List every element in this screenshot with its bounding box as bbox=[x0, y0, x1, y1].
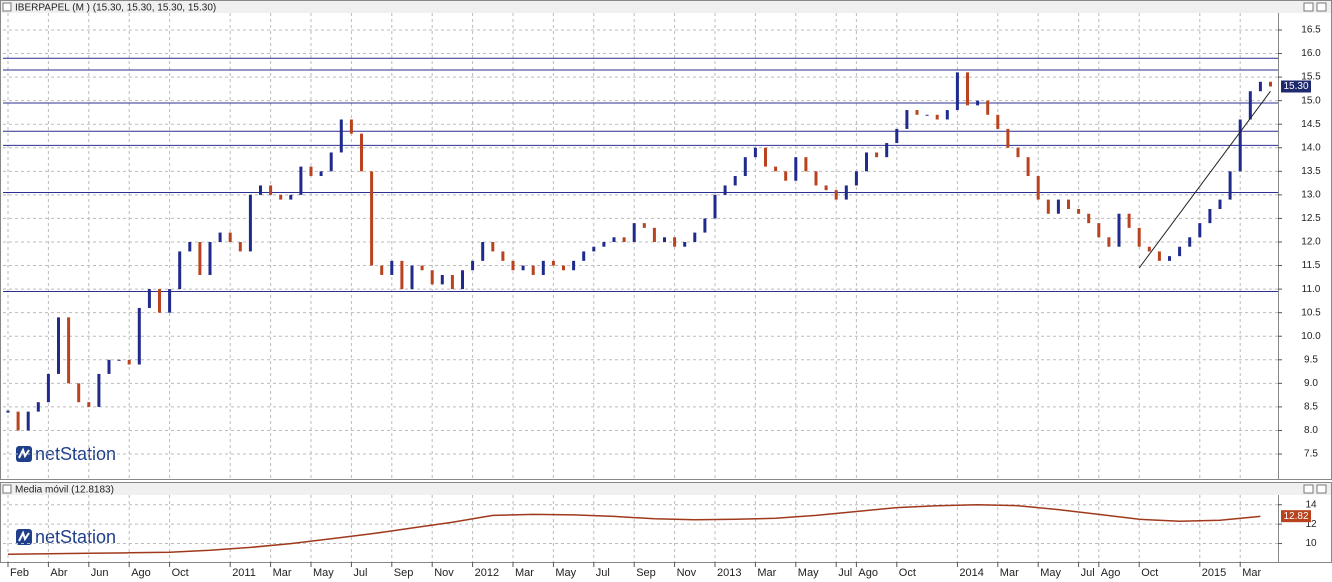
panel-title: Media móvil (12.8183) bbox=[15, 485, 114, 496]
x-tick-label: Oct bbox=[1141, 567, 1158, 579]
x-tick-label: Oct bbox=[172, 567, 189, 579]
x-tick-label: May bbox=[313, 567, 334, 579]
x-tick-label: Sep bbox=[636, 567, 656, 579]
current-value-label: 12.82 bbox=[1283, 511, 1308, 522]
x-tick-label: Ago bbox=[858, 567, 878, 579]
y-tick-label: 12.0 bbox=[1301, 237, 1321, 248]
x-tick-label: Mar bbox=[273, 567, 292, 579]
x-tick-label: Ago bbox=[131, 567, 151, 579]
y-tick-label: 14.0 bbox=[1301, 142, 1321, 153]
x-tick-label: Sep bbox=[394, 567, 414, 579]
y-tick-label: 16.0 bbox=[1301, 48, 1321, 59]
title-bar bbox=[1, 483, 1331, 495]
x-tick-label: Mar bbox=[1000, 567, 1019, 579]
x-tick-label: 2011 bbox=[232, 567, 256, 579]
x-tick-label: May bbox=[1040, 567, 1061, 579]
x-tick-label: 2013 bbox=[717, 567, 741, 579]
minimize-button[interactable] bbox=[1303, 2, 1314, 12]
x-tick-label: 2014 bbox=[959, 567, 983, 579]
x-tick-label: Mar bbox=[515, 567, 534, 579]
y-tick-label: 10 bbox=[1305, 538, 1317, 549]
ma-line bbox=[7, 503, 1261, 555]
current-value-box bbox=[1281, 80, 1311, 93]
price-bar bbox=[6, 410, 10, 413]
x-tick-label: Ago bbox=[1101, 567, 1121, 579]
minimize-button[interactable] bbox=[1303, 484, 1314, 494]
y-tick-label: 9.0 bbox=[1304, 378, 1318, 389]
x-tick-label: Oct bbox=[899, 567, 916, 579]
watermark: netStation bbox=[35, 527, 116, 547]
x-tick-label: May bbox=[798, 567, 819, 579]
y-tick-label: 10.5 bbox=[1301, 307, 1321, 318]
y-tick-label: 10.0 bbox=[1301, 331, 1321, 342]
x-tick-label: Nov bbox=[677, 567, 697, 579]
y-tick-label: 8.5 bbox=[1304, 402, 1318, 413]
current-value-box bbox=[1281, 510, 1311, 523]
y-tick-label: 8.0 bbox=[1304, 425, 1318, 436]
y-tick-label: 9.5 bbox=[1304, 354, 1318, 365]
y-tick-label: 12 bbox=[1305, 519, 1317, 530]
title-bar bbox=[1, 1, 1331, 13]
x-tick-label: 2015 bbox=[1202, 567, 1226, 579]
x-tick-label: Jul bbox=[1081, 567, 1095, 579]
x-tick-label: Jul bbox=[596, 567, 610, 579]
panel-icon bbox=[2, 484, 12, 494]
panel-title: IBERPAPEL (M ) (15.30, 15.30, 15.30, 15.… bbox=[15, 3, 216, 14]
x-tick-label: Jun bbox=[91, 567, 109, 579]
x-tick-label: May bbox=[555, 567, 576, 579]
panel-icon bbox=[2, 2, 12, 12]
y-tick-label: 16.5 bbox=[1301, 25, 1321, 36]
x-tick-label: Mar bbox=[757, 567, 776, 579]
close-button[interactable] bbox=[1316, 2, 1327, 12]
y-tick-label: 11.0 bbox=[1302, 284, 1321, 295]
close-button[interactable] bbox=[1316, 484, 1327, 494]
x-tick-label: 2012 bbox=[475, 567, 499, 579]
trend-line bbox=[1138, 90, 1271, 269]
x-tick-label: Jul bbox=[838, 567, 852, 579]
y-tick-label: 14.5 bbox=[1301, 119, 1321, 130]
x-tick-label: Jul bbox=[353, 567, 367, 579]
y-tick-label: 15.5 bbox=[1301, 72, 1321, 83]
y-tick-label: 12.5 bbox=[1301, 213, 1321, 224]
x-tick-label: Nov bbox=[434, 567, 454, 579]
current-value-label: 15.30 bbox=[1283, 81, 1308, 92]
x-tick-label: Abr bbox=[50, 567, 67, 579]
y-tick-label: 15.0 bbox=[1301, 95, 1321, 106]
x-tick-label: Feb bbox=[10, 567, 29, 579]
y-tick-label: 11.5 bbox=[1302, 260, 1321, 271]
y-tick-label: 13.0 bbox=[1301, 190, 1321, 201]
x-tick-label: Mar bbox=[1242, 567, 1261, 579]
y-tick-label: 13.5 bbox=[1301, 166, 1321, 177]
y-tick-label: 7.5 bbox=[1304, 449, 1318, 460]
y-tick-label: 14 bbox=[1305, 499, 1317, 510]
